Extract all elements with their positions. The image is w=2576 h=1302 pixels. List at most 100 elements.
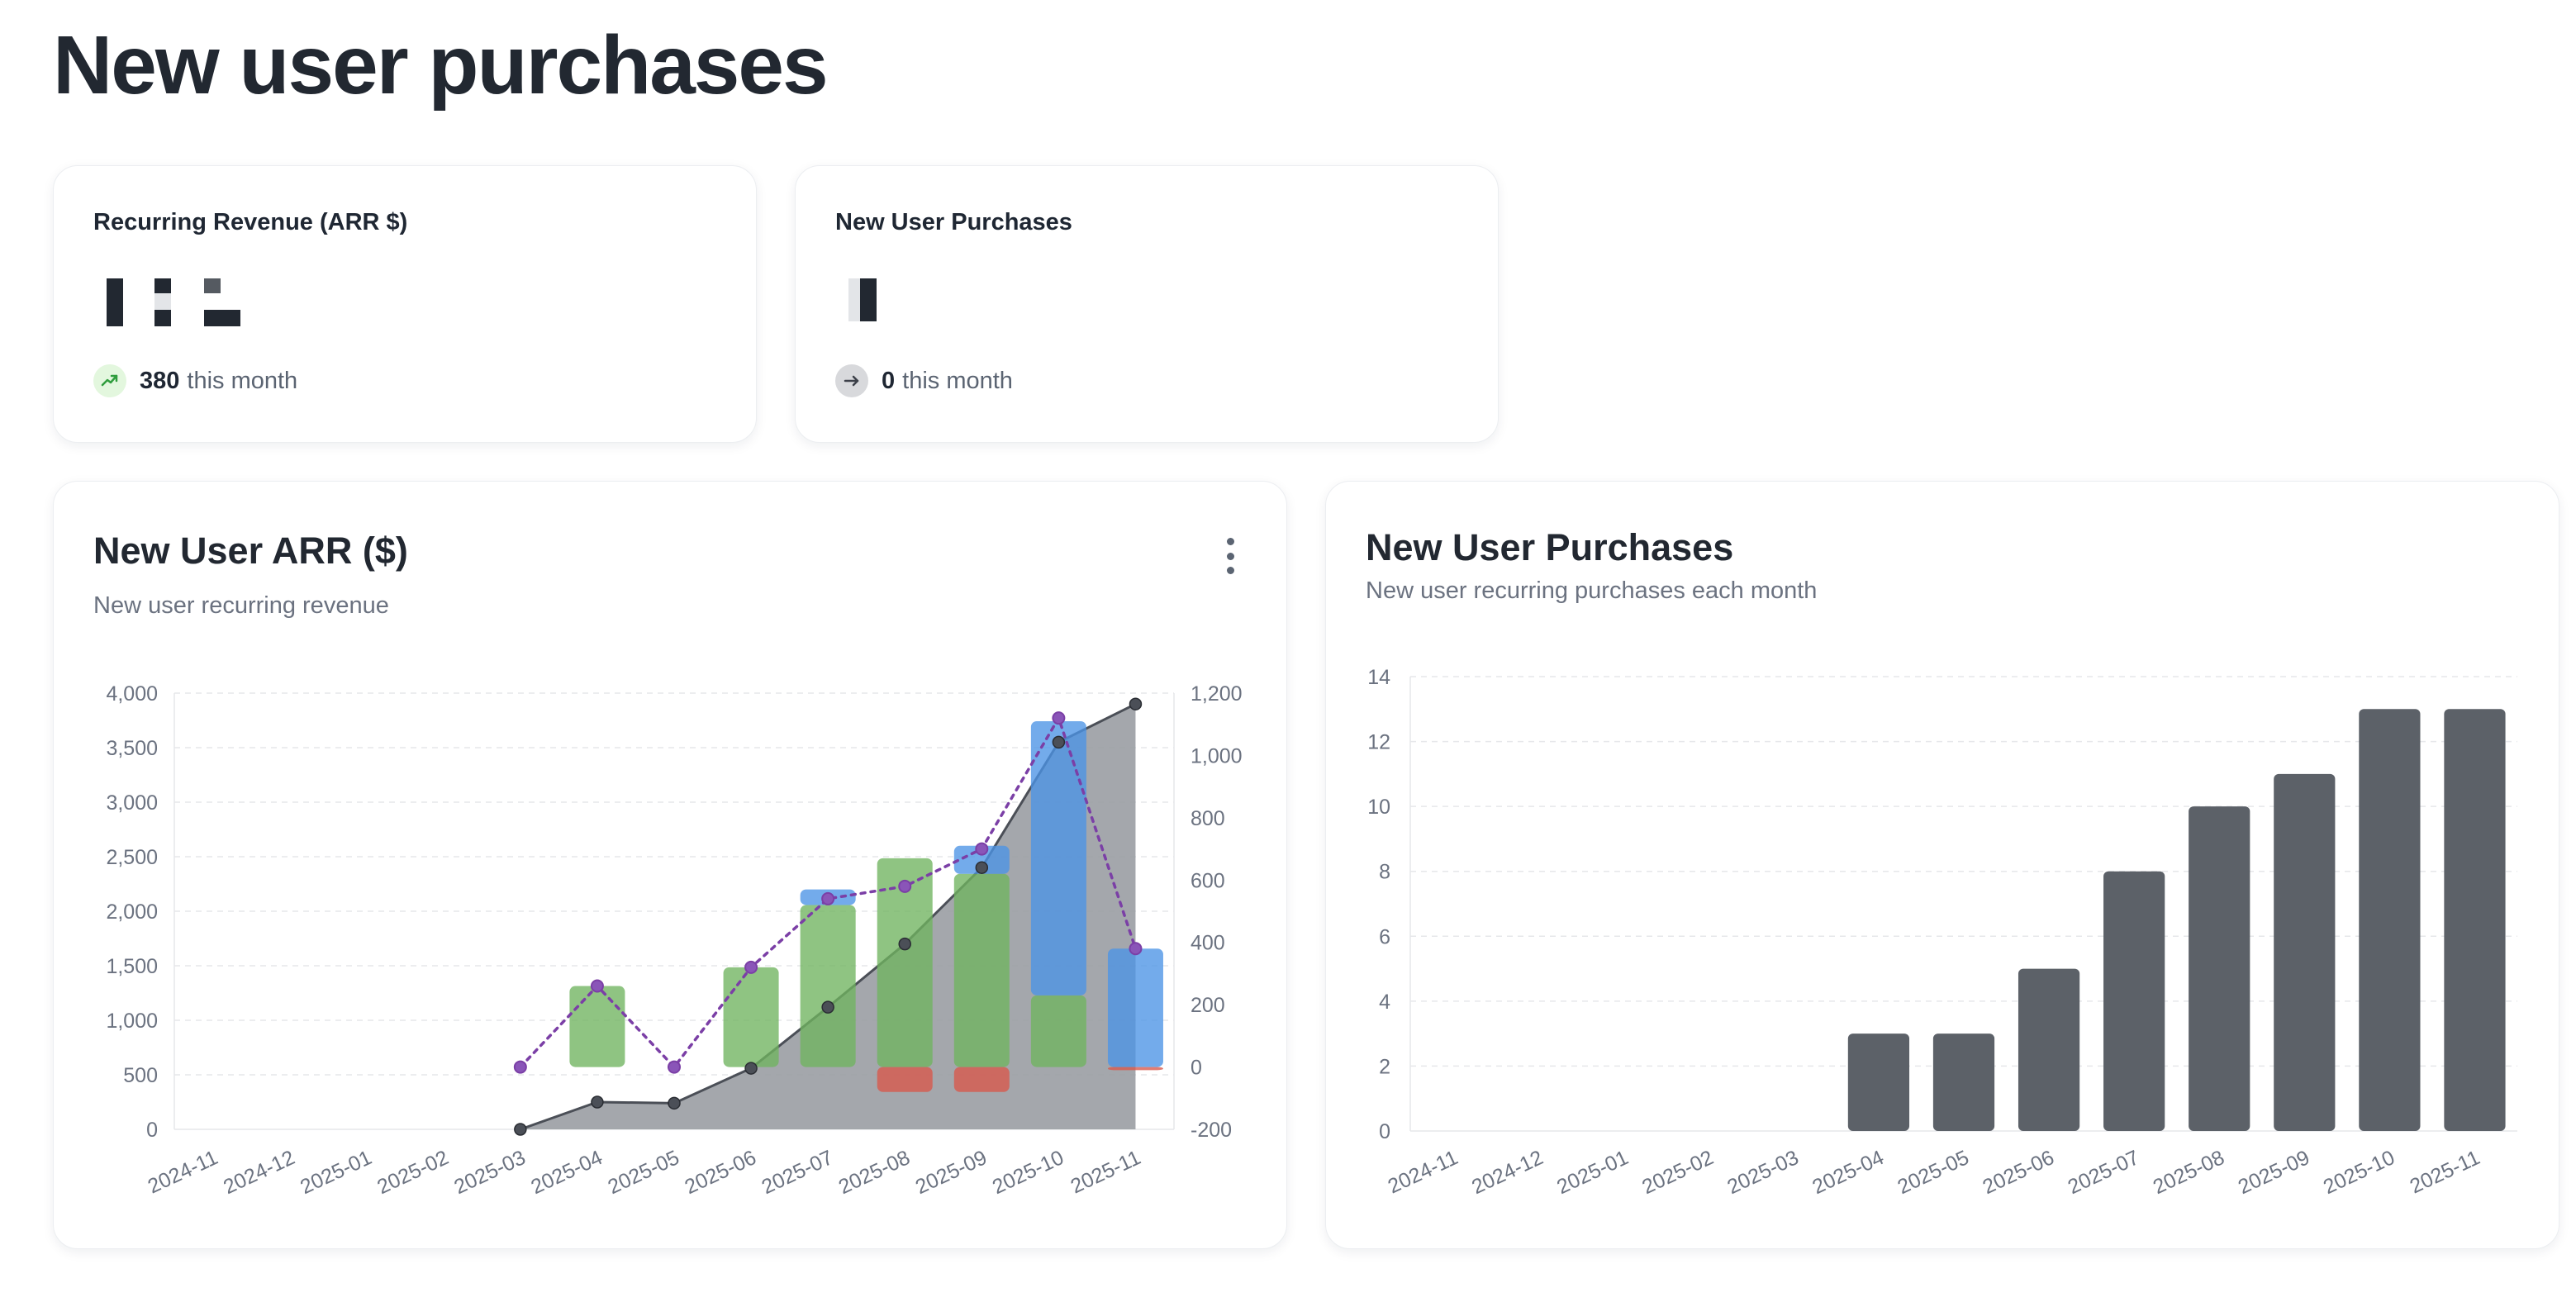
y-tick-label: 12 (1367, 731, 1390, 754)
chart-title: New User Purchases (1366, 526, 1734, 568)
y2-tick-label: 400 (1191, 932, 1225, 955)
x-tick-label: 2025-08 (835, 1146, 914, 1199)
chart-subtitle: New user recurring revenue (93, 592, 389, 619)
y-tick-label: 2,500 (106, 846, 158, 869)
bar (2018, 968, 2080, 1131)
trend-flat-icon (835, 364, 868, 397)
x-tick-label: 2025-07 (2065, 1146, 2143, 1199)
net-change-point (975, 842, 989, 856)
kpi-change-value: 380 (140, 367, 180, 394)
x-tick-label: 2024-12 (1468, 1146, 1547, 1199)
x-tick-label: 2025-04 (527, 1146, 606, 1199)
cumulative-point (591, 1095, 604, 1109)
bar-new (723, 967, 779, 1067)
cumulative-point (975, 861, 989, 874)
x-tick-label: 2025-03 (450, 1146, 529, 1199)
net-change-point (1052, 711, 1066, 725)
x-tick-label: 2025-01 (1553, 1146, 1632, 1199)
bar-new (877, 858, 933, 1067)
net-change-point (513, 1060, 527, 1074)
bar-churn (877, 1067, 933, 1092)
y2-tick-label: 600 (1191, 869, 1225, 892)
net-change-line (519, 714, 1138, 1070)
x-tick-label: 2025-06 (682, 1146, 760, 1199)
kpi-value-graphic (848, 278, 877, 321)
x-tick-label: 2025-02 (1638, 1146, 1717, 1199)
x-tick-label: 2025-11 (2407, 1146, 2483, 1198)
y2-tick-label: -200 (1191, 1119, 1232, 1142)
y-tick-label: 8 (1379, 861, 1390, 884)
bar (2103, 871, 2165, 1131)
x-tick-label: 2024-12 (220, 1146, 298, 1199)
x-tick-label: 2025-07 (758, 1146, 837, 1199)
x-tick-label: 2025-10 (2320, 1146, 2398, 1199)
net-change-point (744, 960, 758, 974)
x-tick-label: 2025-05 (1894, 1146, 1973, 1199)
trend-up-icon (93, 364, 126, 397)
kpi-label: Recurring Revenue (ARR $) (93, 209, 408, 235)
x-tick-label: 2025-09 (912, 1146, 991, 1199)
y-tick-label: 4 (1379, 991, 1390, 1014)
chart-title: New User ARR ($) (93, 530, 408, 572)
kpi-card-purchases: New User Purchases 0 this month (795, 165, 1499, 443)
bar-new (1030, 995, 1086, 1067)
x-tick-label: 2025-03 (1723, 1146, 1802, 1199)
y-tick-label: 2,000 (106, 900, 158, 924)
x-tick-label: 2025-05 (605, 1146, 683, 1199)
x-tick-label: 2025-11 (1067, 1146, 1144, 1198)
y-tick-label: 14 (1367, 666, 1390, 689)
y-tick-label: 10 (1367, 796, 1390, 819)
bar-churn (953, 1067, 1010, 1092)
x-tick-label: 2025-08 (2150, 1146, 2228, 1199)
net-change-point (898, 879, 912, 893)
kpi-change-value: 0 (882, 367, 896, 394)
net-change-point (668, 1060, 681, 1074)
kpi-label: New User Purchases (835, 209, 1072, 235)
kpi-change: 0 this month (835, 364, 1013, 397)
x-tick-label: 2025-06 (1980, 1146, 2058, 1199)
bar (1932, 1034, 1995, 1131)
x-tick-label: 2024-11 (1385, 1146, 1461, 1198)
chart-card-purchases: New User Purchases New user recurring pu… (1325, 481, 2559, 1249)
chart-card-arr: New User ARR ($) New user recurring reve… (53, 481, 1287, 1249)
bar-new (800, 905, 856, 1067)
page-title: New user purchases (53, 19, 829, 112)
net-change-point (821, 891, 835, 905)
y-tick-label: 0 (146, 1119, 158, 1142)
cumulative-point (1129, 697, 1143, 710)
kpi-value-graphic (107, 278, 240, 326)
x-tick-label: 2025-02 (373, 1146, 452, 1199)
kpi-change-text: this month (187, 367, 298, 394)
cumulative-point (668, 1096, 681, 1110)
y2-tick-label: 1,000 (1191, 744, 1243, 767)
bar (1847, 1034, 1910, 1131)
y-tick-label: 1,000 (106, 1010, 158, 1033)
y-tick-label: 2 (1379, 1055, 1390, 1078)
kpi-card-arr: Recurring Revenue (ARR $) 380 this month (53, 165, 757, 443)
x-tick-label: 2025-10 (989, 1146, 1067, 1199)
net-change-point (1129, 942, 1143, 956)
y-tick-label: 500 (123, 1064, 158, 1087)
kpi-change-text: this month (902, 367, 1013, 394)
x-tick-label: 2025-01 (297, 1146, 375, 1199)
x-tick-label: 2024-11 (145, 1146, 221, 1198)
net-change-point (590, 979, 604, 993)
y-tick-label: 0 (1379, 1120, 1390, 1143)
bar-churn (1107, 1067, 1163, 1071)
bar (2444, 709, 2506, 1131)
cumulative-point (1052, 735, 1066, 749)
cumulative-point (514, 1123, 527, 1136)
arr-chart: 0 500 1,000 1,500 2,000 2,500 3,000 3,500 4,000 -… (106, 682, 1243, 1199)
bar-new (569, 986, 625, 1067)
y2-tick-label: 800 (1191, 807, 1225, 830)
y-tick-label: 1,500 (106, 955, 158, 978)
y-tick-label: 6 (1379, 925, 1390, 948)
y2-tick-label: 1,200 (1191, 682, 1243, 706)
more-options-icon[interactable] (1220, 538, 1240, 574)
bar-expansion (1107, 948, 1163, 1067)
y2-tick-label: 0 (1191, 1057, 1202, 1080)
cumulative-point (821, 1000, 834, 1014)
x-tick-label: 2025-04 (1808, 1146, 1887, 1199)
bar-expansion (1030, 720, 1086, 996)
